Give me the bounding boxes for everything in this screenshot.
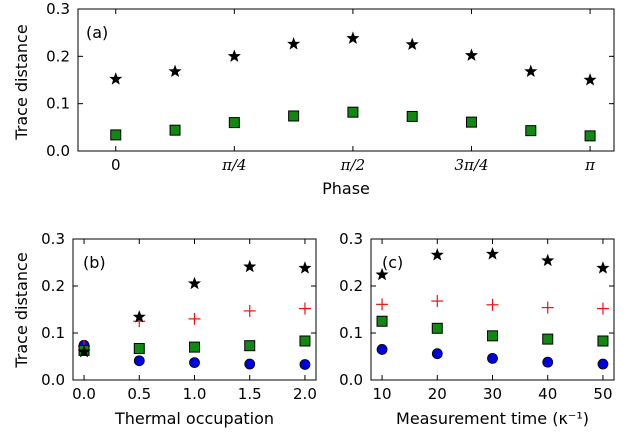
y-tick-label: 0.0 [339, 371, 363, 389]
y-axis-label: Trace distance [12, 252, 31, 368]
panel-a: 0.0 0.1 0.2 0.3 0 π/4 π/2 3π/4 π Phase Trace dista… [12, 0, 615, 198]
x-tick-label: 0.0 [72, 385, 96, 403]
x-tick-label: 30 [483, 385, 502, 403]
x-tick-label: π/4 [221, 156, 246, 174]
y-tick-label: 0.0 [41, 371, 65, 389]
x-tick-label: 1.5 [238, 385, 262, 403]
x-tick-label: π [584, 156, 596, 174]
data-point-plus [298, 302, 311, 315]
y-tick-label: 0.0 [46, 142, 70, 160]
panel-label: (a) [86, 23, 108, 42]
data-point-square [465, 116, 477, 128]
x-tick-label: 10 [372, 385, 391, 403]
data-point-plus [188, 312, 201, 325]
y-tick-label: 0.2 [339, 277, 363, 295]
y-tick-label: 0.1 [41, 324, 65, 342]
data-point-circle [189, 357, 200, 369]
data-point-star [168, 64, 182, 78]
data-point-square [597, 335, 609, 347]
data-point-circle [244, 358, 256, 370]
data-point-star [298, 261, 312, 274]
data-point-star [187, 276, 202, 290]
y-tick-label: 0.3 [46, 0, 70, 18]
data-point-plus [541, 301, 554, 314]
data-point-star [464, 48, 479, 61]
x-tick-label: 0.5 [127, 385, 151, 403]
data-point-plus [431, 295, 444, 308]
data-point-square [133, 343, 145, 355]
panel-label: (c) [382, 253, 403, 272]
data-point-star [227, 49, 241, 62]
plot-frame [77, 8, 615, 152]
data-point-star [346, 31, 360, 44]
data-point-circle [542, 356, 554, 368]
data-point-circle [133, 355, 145, 367]
y-tick-label: 0.2 [46, 47, 70, 65]
x-tick-label: 3π/4 [454, 156, 488, 174]
data-point-circle [597, 358, 609, 370]
data-point-star [287, 37, 301, 50]
panel-b: 0.0 0.1 0.2 0.3 0.0 0.5 1.0 1.5 2.0 Thermal occup… [12, 230, 317, 428]
y-tick-label: 0.1 [339, 324, 363, 342]
x-axis-label: Phase [322, 179, 370, 198]
x-tick-label: 0 [111, 156, 121, 174]
data-point-plus [376, 298, 389, 311]
y-tick-label: 0.1 [46, 95, 70, 113]
y-axis-label: Trace distance [12, 24, 31, 140]
data-point-square [376, 315, 388, 327]
data-point-star [109, 72, 123, 85]
data-point-square [110, 129, 122, 141]
data-point-circle [299, 359, 311, 370]
data-point-star [524, 64, 538, 78]
data-point-square [299, 335, 311, 347]
x-tick-label: 2.0 [293, 385, 317, 403]
data-point-star [541, 253, 555, 267]
x-axis-label: Measurement time (κ⁻¹) [396, 409, 589, 428]
data-point-star [583, 73, 597, 86]
y-tick-label: 0.3 [41, 230, 65, 248]
data-point-square [487, 330, 498, 342]
data-point-square [542, 333, 554, 345]
data-point-circle [376, 344, 388, 355]
data-point-square [228, 117, 240, 129]
data-point-square [189, 341, 200, 353]
x-tick-label: π/2 [340, 156, 365, 174]
data-point-square [431, 322, 443, 334]
data-point-circle [431, 348, 443, 360]
data-point-star [132, 310, 146, 323]
data-point-square [525, 125, 537, 137]
data-point-star [77, 344, 91, 358]
data-point-square [347, 106, 359, 118]
data-point-plus [486, 298, 499, 311]
data-point-square [584, 130, 596, 142]
data-point-plus [243, 304, 256, 317]
data-point-square [244, 340, 256, 352]
data-point-plus [596, 302, 609, 315]
data-point-star [375, 267, 389, 281]
panel-label: (b) [83, 253, 106, 272]
data-point-star [243, 259, 257, 273]
data-point-star [596, 261, 610, 274]
data-point-square [406, 110, 418, 122]
data-point-star [485, 247, 500, 260]
data-point-star [405, 37, 419, 51]
data-point-square [169, 124, 181, 136]
data-point-circle [487, 352, 498, 364]
x-tick-label: 1.0 [183, 385, 207, 403]
x-tick-label: 40 [538, 385, 557, 403]
x-tick-label: 50 [593, 385, 612, 403]
x-axis-label: Thermal occupation [114, 409, 274, 428]
data-point-square [288, 110, 300, 122]
y-tick-label: 0.3 [339, 230, 363, 248]
x-tick-label: 20 [428, 385, 447, 403]
y-tick-label: 0.2 [41, 277, 65, 295]
data-point-star [430, 248, 444, 261]
